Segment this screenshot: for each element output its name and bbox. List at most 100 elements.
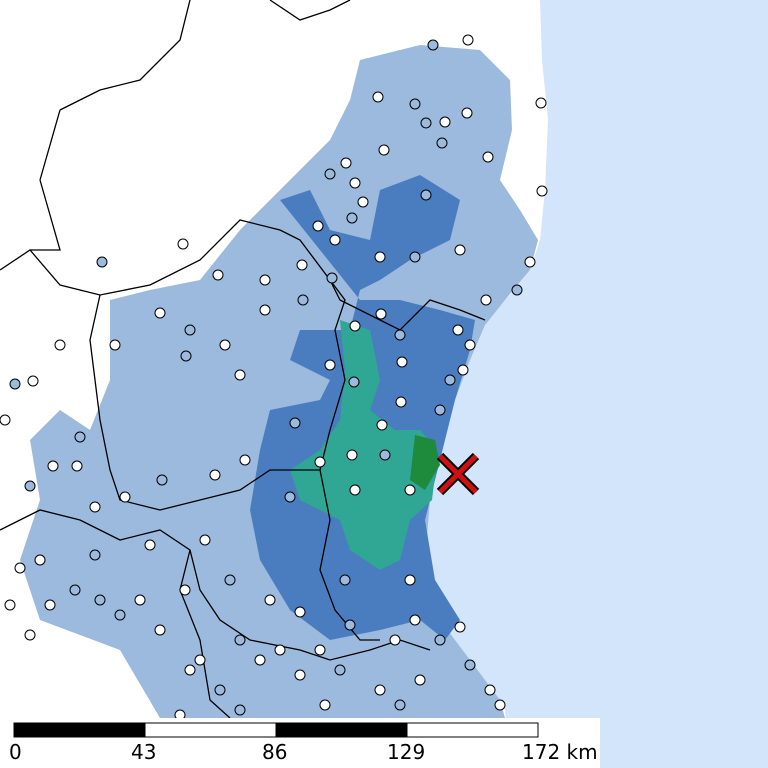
station bbox=[414, 674, 426, 686]
station bbox=[346, 449, 358, 461]
station bbox=[284, 491, 296, 503]
station bbox=[89, 501, 101, 513]
station bbox=[74, 431, 86, 443]
station bbox=[389, 634, 401, 646]
station bbox=[394, 699, 406, 711]
station bbox=[349, 320, 361, 332]
station bbox=[9, 378, 21, 390]
station bbox=[134, 594, 146, 606]
station bbox=[376, 419, 388, 431]
station bbox=[348, 376, 360, 388]
station bbox=[482, 151, 494, 163]
station bbox=[144, 539, 156, 551]
station bbox=[395, 396, 407, 408]
station bbox=[404, 574, 416, 586]
station bbox=[464, 659, 476, 671]
station bbox=[180, 350, 192, 362]
station bbox=[394, 329, 406, 341]
station bbox=[324, 168, 336, 180]
station bbox=[154, 624, 166, 636]
station bbox=[326, 272, 338, 284]
station bbox=[319, 699, 331, 711]
station bbox=[119, 491, 131, 503]
station bbox=[409, 614, 421, 626]
station bbox=[27, 375, 39, 387]
station bbox=[404, 484, 416, 496]
station bbox=[346, 212, 358, 224]
station bbox=[461, 107, 473, 119]
station bbox=[24, 629, 36, 641]
station bbox=[372, 91, 384, 103]
station bbox=[374, 684, 386, 696]
boundaries bbox=[0, 0, 486, 719]
station bbox=[340, 157, 352, 169]
scale-label: 43 bbox=[131, 740, 156, 764]
station bbox=[494, 699, 506, 711]
station bbox=[264, 594, 276, 606]
station bbox=[329, 234, 341, 246]
station bbox=[454, 621, 466, 633]
station bbox=[420, 117, 432, 129]
station bbox=[374, 251, 386, 263]
station bbox=[54, 339, 66, 351]
station bbox=[254, 654, 266, 666]
station bbox=[214, 684, 226, 696]
station bbox=[444, 374, 456, 386]
station bbox=[484, 684, 496, 696]
station bbox=[89, 549, 101, 561]
station bbox=[96, 256, 108, 268]
station bbox=[524, 256, 536, 268]
station bbox=[457, 364, 469, 376]
station bbox=[47, 460, 59, 472]
station bbox=[357, 196, 369, 208]
station bbox=[409, 98, 421, 110]
station bbox=[409, 251, 421, 263]
station bbox=[154, 307, 166, 319]
station bbox=[199, 534, 211, 546]
station bbox=[296, 259, 308, 271]
station bbox=[219, 339, 231, 351]
station bbox=[464, 339, 476, 351]
station bbox=[94, 594, 106, 606]
station bbox=[259, 274, 271, 286]
sea bbox=[420, 0, 768, 768]
station bbox=[224, 574, 236, 586]
station bbox=[420, 189, 432, 201]
station bbox=[294, 669, 306, 681]
station bbox=[324, 359, 336, 371]
scale-label: 0 bbox=[9, 740, 22, 764]
station bbox=[184, 324, 196, 336]
station bbox=[4, 599, 16, 611]
station bbox=[294, 606, 306, 618]
station bbox=[234, 634, 246, 646]
station bbox=[44, 599, 56, 611]
station bbox=[184, 664, 196, 676]
station bbox=[536, 185, 548, 197]
station bbox=[339, 574, 351, 586]
station bbox=[454, 244, 466, 256]
station bbox=[209, 469, 221, 481]
station bbox=[511, 284, 523, 296]
station bbox=[239, 454, 251, 466]
station bbox=[289, 417, 301, 429]
station bbox=[274, 644, 286, 656]
scale-label: 86 bbox=[262, 740, 287, 764]
station bbox=[212, 269, 224, 281]
station bbox=[179, 584, 191, 596]
station bbox=[156, 474, 168, 486]
station bbox=[427, 39, 439, 51]
station bbox=[396, 356, 408, 368]
scale-bar bbox=[13, 722, 539, 738]
station bbox=[375, 308, 387, 320]
station bbox=[24, 480, 36, 492]
station bbox=[349, 177, 361, 189]
epicenter bbox=[436, 452, 480, 496]
station bbox=[535, 97, 547, 109]
station bbox=[194, 654, 206, 666]
station bbox=[234, 369, 246, 381]
station bbox=[314, 644, 326, 656]
station bbox=[344, 619, 356, 631]
scale-label: 172 km bbox=[522, 740, 598, 764]
station bbox=[436, 137, 448, 149]
